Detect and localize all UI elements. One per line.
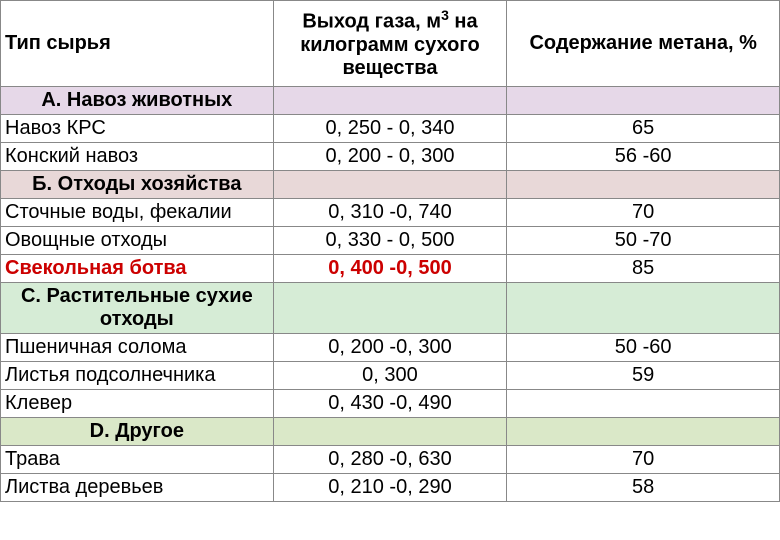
table-row: Клевер 0, 430 -0, 490 xyxy=(1,389,780,417)
gas-yield: 0, 200 -0, 300 xyxy=(273,333,507,361)
methane-content: 85 xyxy=(507,254,780,282)
methane-content: 59 xyxy=(507,361,780,389)
table-row: Сточные воды, фекалии 0, 310 -0, 740 70 xyxy=(1,198,780,226)
methane-content: 58 xyxy=(507,473,780,501)
table-row: Свекольная ботва 0, 400 -0, 500 85 xyxy=(1,254,780,282)
section-d-title: D. Другое xyxy=(1,417,274,445)
table-row: Трава 0, 280 -0, 630 70 xyxy=(1,445,780,473)
table-row: Конский навоз 0, 200 - 0, 300 56 -60 xyxy=(1,142,780,170)
section-b-title: Б. Отходы хозяйства xyxy=(1,170,274,198)
gas-yield: 0, 430 -0, 490 xyxy=(273,389,507,417)
material-name: Листва деревьев xyxy=(1,473,274,501)
table-row: Листва деревьев 0, 210 -0, 290 58 xyxy=(1,473,780,501)
section-c-header: С. Растительные сухие отходы xyxy=(1,282,780,333)
methane-content xyxy=(507,389,780,417)
gas-yield: 0, 200 - 0, 300 xyxy=(273,142,507,170)
gas-yield: 0, 300 xyxy=(273,361,507,389)
biogas-table: Тип сырья Выход газа, м3 на килограмм су… xyxy=(0,0,780,502)
table-row: Овощные отходы 0, 330 - 0, 500 50 -70 xyxy=(1,226,780,254)
methane-content: 70 xyxy=(507,445,780,473)
section-b-header: Б. Отходы хозяйства xyxy=(1,170,780,198)
gas-yield: 0, 400 -0, 500 xyxy=(273,254,507,282)
material-name: Свекольная ботва xyxy=(1,254,274,282)
gas-yield: 0, 330 - 0, 500 xyxy=(273,226,507,254)
methane-content: 50 -70 xyxy=(507,226,780,254)
material-name: Пшеничная солома xyxy=(1,333,274,361)
material-name: Навоз КРС xyxy=(1,114,274,142)
section-a-title: А. Навоз животных xyxy=(1,86,274,114)
methane-content: 50 -60 xyxy=(507,333,780,361)
methane-content: 70 xyxy=(507,198,780,226)
gas-yield: 0, 210 -0, 290 xyxy=(273,473,507,501)
gas-yield: 0, 250 - 0, 340 xyxy=(273,114,507,142)
material-name: Овощные отходы xyxy=(1,226,274,254)
table-row: Листья подсолнечника 0, 300 59 xyxy=(1,361,780,389)
gas-yield: 0, 310 -0, 740 xyxy=(273,198,507,226)
section-a-header: А. Навоз животных xyxy=(1,86,780,114)
table-row: Навоз КРС 0, 250 - 0, 340 65 xyxy=(1,114,780,142)
methane-content: 56 -60 xyxy=(507,142,780,170)
table-row: Пшеничная солома 0, 200 -0, 300 50 -60 xyxy=(1,333,780,361)
material-name: Трава xyxy=(1,445,274,473)
material-name: Сточные воды, фекалии xyxy=(1,198,274,226)
header-material-type: Тип сырья xyxy=(1,1,274,87)
material-name: Конский навоз xyxy=(1,142,274,170)
material-name: Листья подсолнечника xyxy=(1,361,274,389)
section-c-title: С. Растительные сухие отходы xyxy=(1,282,274,333)
header-gas-yield: Выход газа, м3 на килограмм сухого вещес… xyxy=(273,1,507,87)
gas-yield: 0, 280 -0, 630 xyxy=(273,445,507,473)
section-d-header: D. Другое xyxy=(1,417,780,445)
header-methane: Содержание метана, % xyxy=(507,1,780,87)
methane-content: 65 xyxy=(507,114,780,142)
material-name: Клевер xyxy=(1,389,274,417)
header-row: Тип сырья Выход газа, м3 на килограмм су… xyxy=(1,1,780,87)
